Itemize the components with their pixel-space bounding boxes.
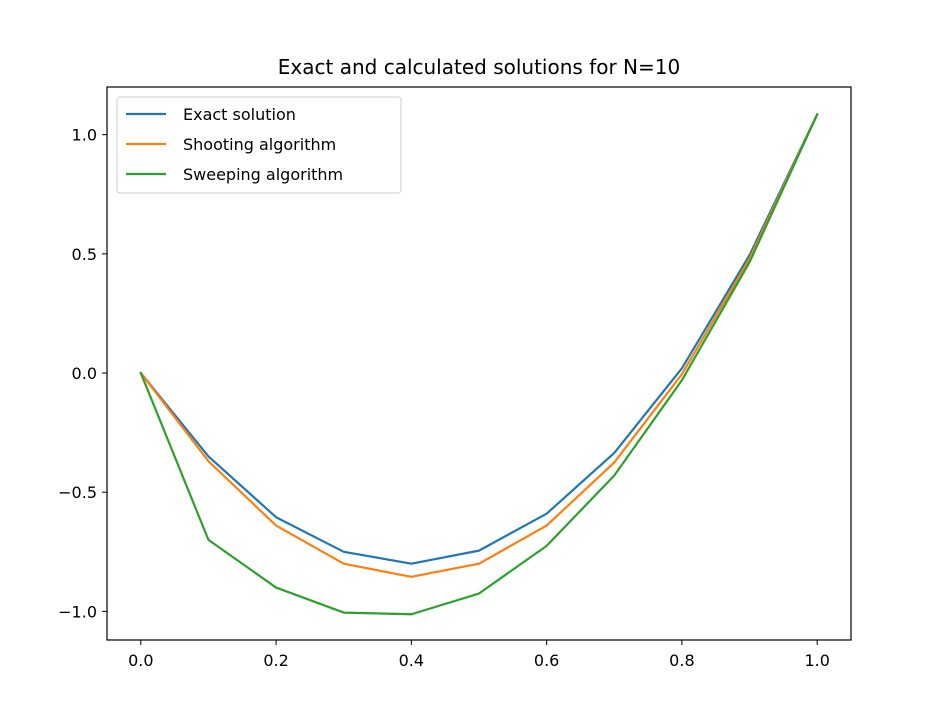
x-tick-label: 0.0 [128, 651, 153, 670]
y-tick-label: 0.5 [72, 245, 97, 264]
legend-label-1: Exact solution [183, 105, 296, 124]
plot-area [139, 112, 819, 616]
x-tick-label: 0.2 [263, 651, 288, 670]
legend-box [116, 96, 402, 194]
x-tick-label: 0.4 [399, 651, 424, 670]
chart-title: Exact and calculated solutions for N=10 [278, 55, 680, 79]
series-line-3 [139, 112, 819, 616]
x-tick-label: 1.0 [804, 651, 829, 670]
y-axis: −1.0 −0.5 0.0 0.5 1.0 [58, 126, 107, 621]
axes-frame [106, 86, 852, 641]
x-axis: 0.0 0.2 0.4 0.6 0.8 1.0 [128, 640, 830, 670]
legend-label-2: Shooting algorithm [183, 135, 336, 154]
series-line-1 [139, 112, 819, 565]
y-tick-label: −0.5 [58, 483, 97, 502]
y-tick-label: 0.0 [72, 364, 97, 383]
x-tick-label: 0.6 [534, 651, 559, 670]
x-tick-label: 0.8 [669, 651, 694, 670]
legend-label-3: Sweeping algorithm [183, 165, 343, 184]
y-tick-label: 1.0 [72, 126, 97, 145]
y-tick-label: −1.0 [58, 602, 97, 621]
series-line-2 [139, 112, 819, 578]
legend: Exact solution Shooting algorithm Sweeping… [116, 96, 402, 194]
